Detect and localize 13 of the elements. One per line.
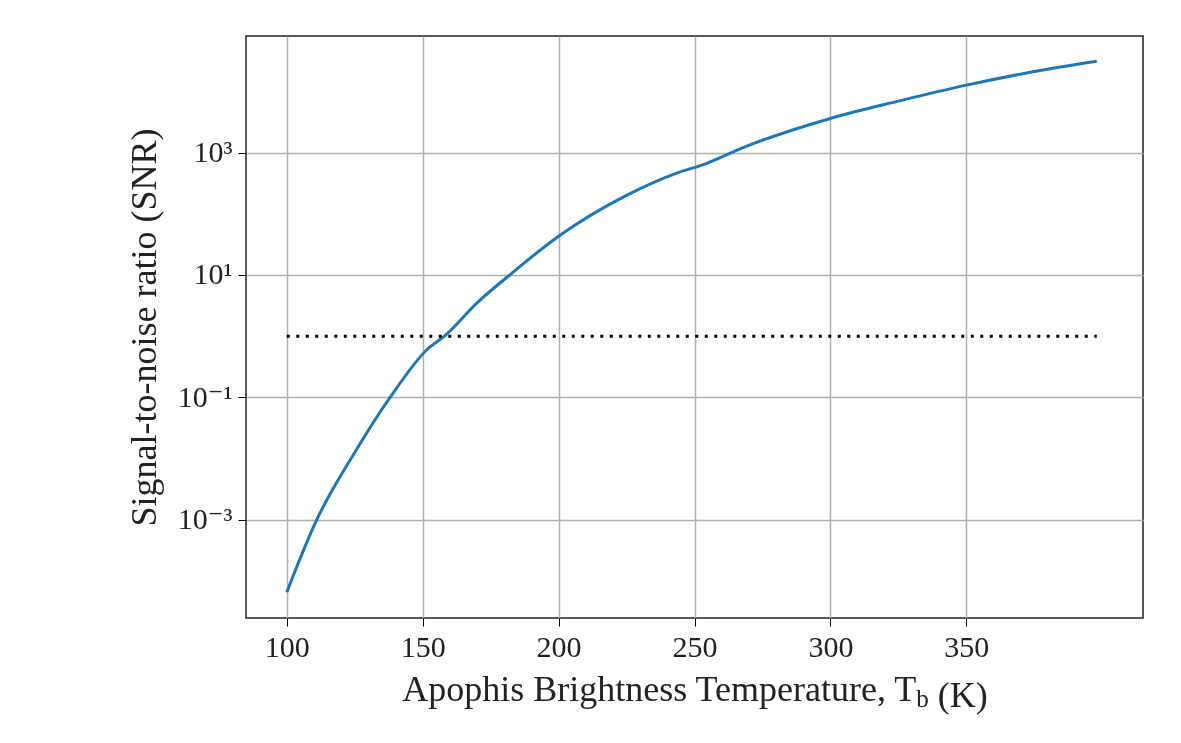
y-tick-label: 10¹ <box>193 257 233 291</box>
y-tick-label: 10⁻³ <box>177 502 233 536</box>
x-axis-title: Apophis Brightness Temperature, T$_{b}$ (K) <box>402 668 988 715</box>
x-tick-label: 350 <box>944 629 990 663</box>
x-tick-label: 200 <box>536 629 582 663</box>
y-tick-label: 10³ <box>193 135 233 169</box>
y-tick-label: 10⁻¹ <box>177 379 233 413</box>
y-axis-title: Signal-to-noise ratio (SNR) <box>123 128 164 527</box>
line-series <box>285 59 1099 594</box>
x-tick-label: 300 <box>808 629 854 663</box>
x-tick-label: 150 <box>400 629 446 663</box>
x-tick-label: 250 <box>672 629 718 663</box>
x-tick-label: 100 <box>264 629 310 663</box>
